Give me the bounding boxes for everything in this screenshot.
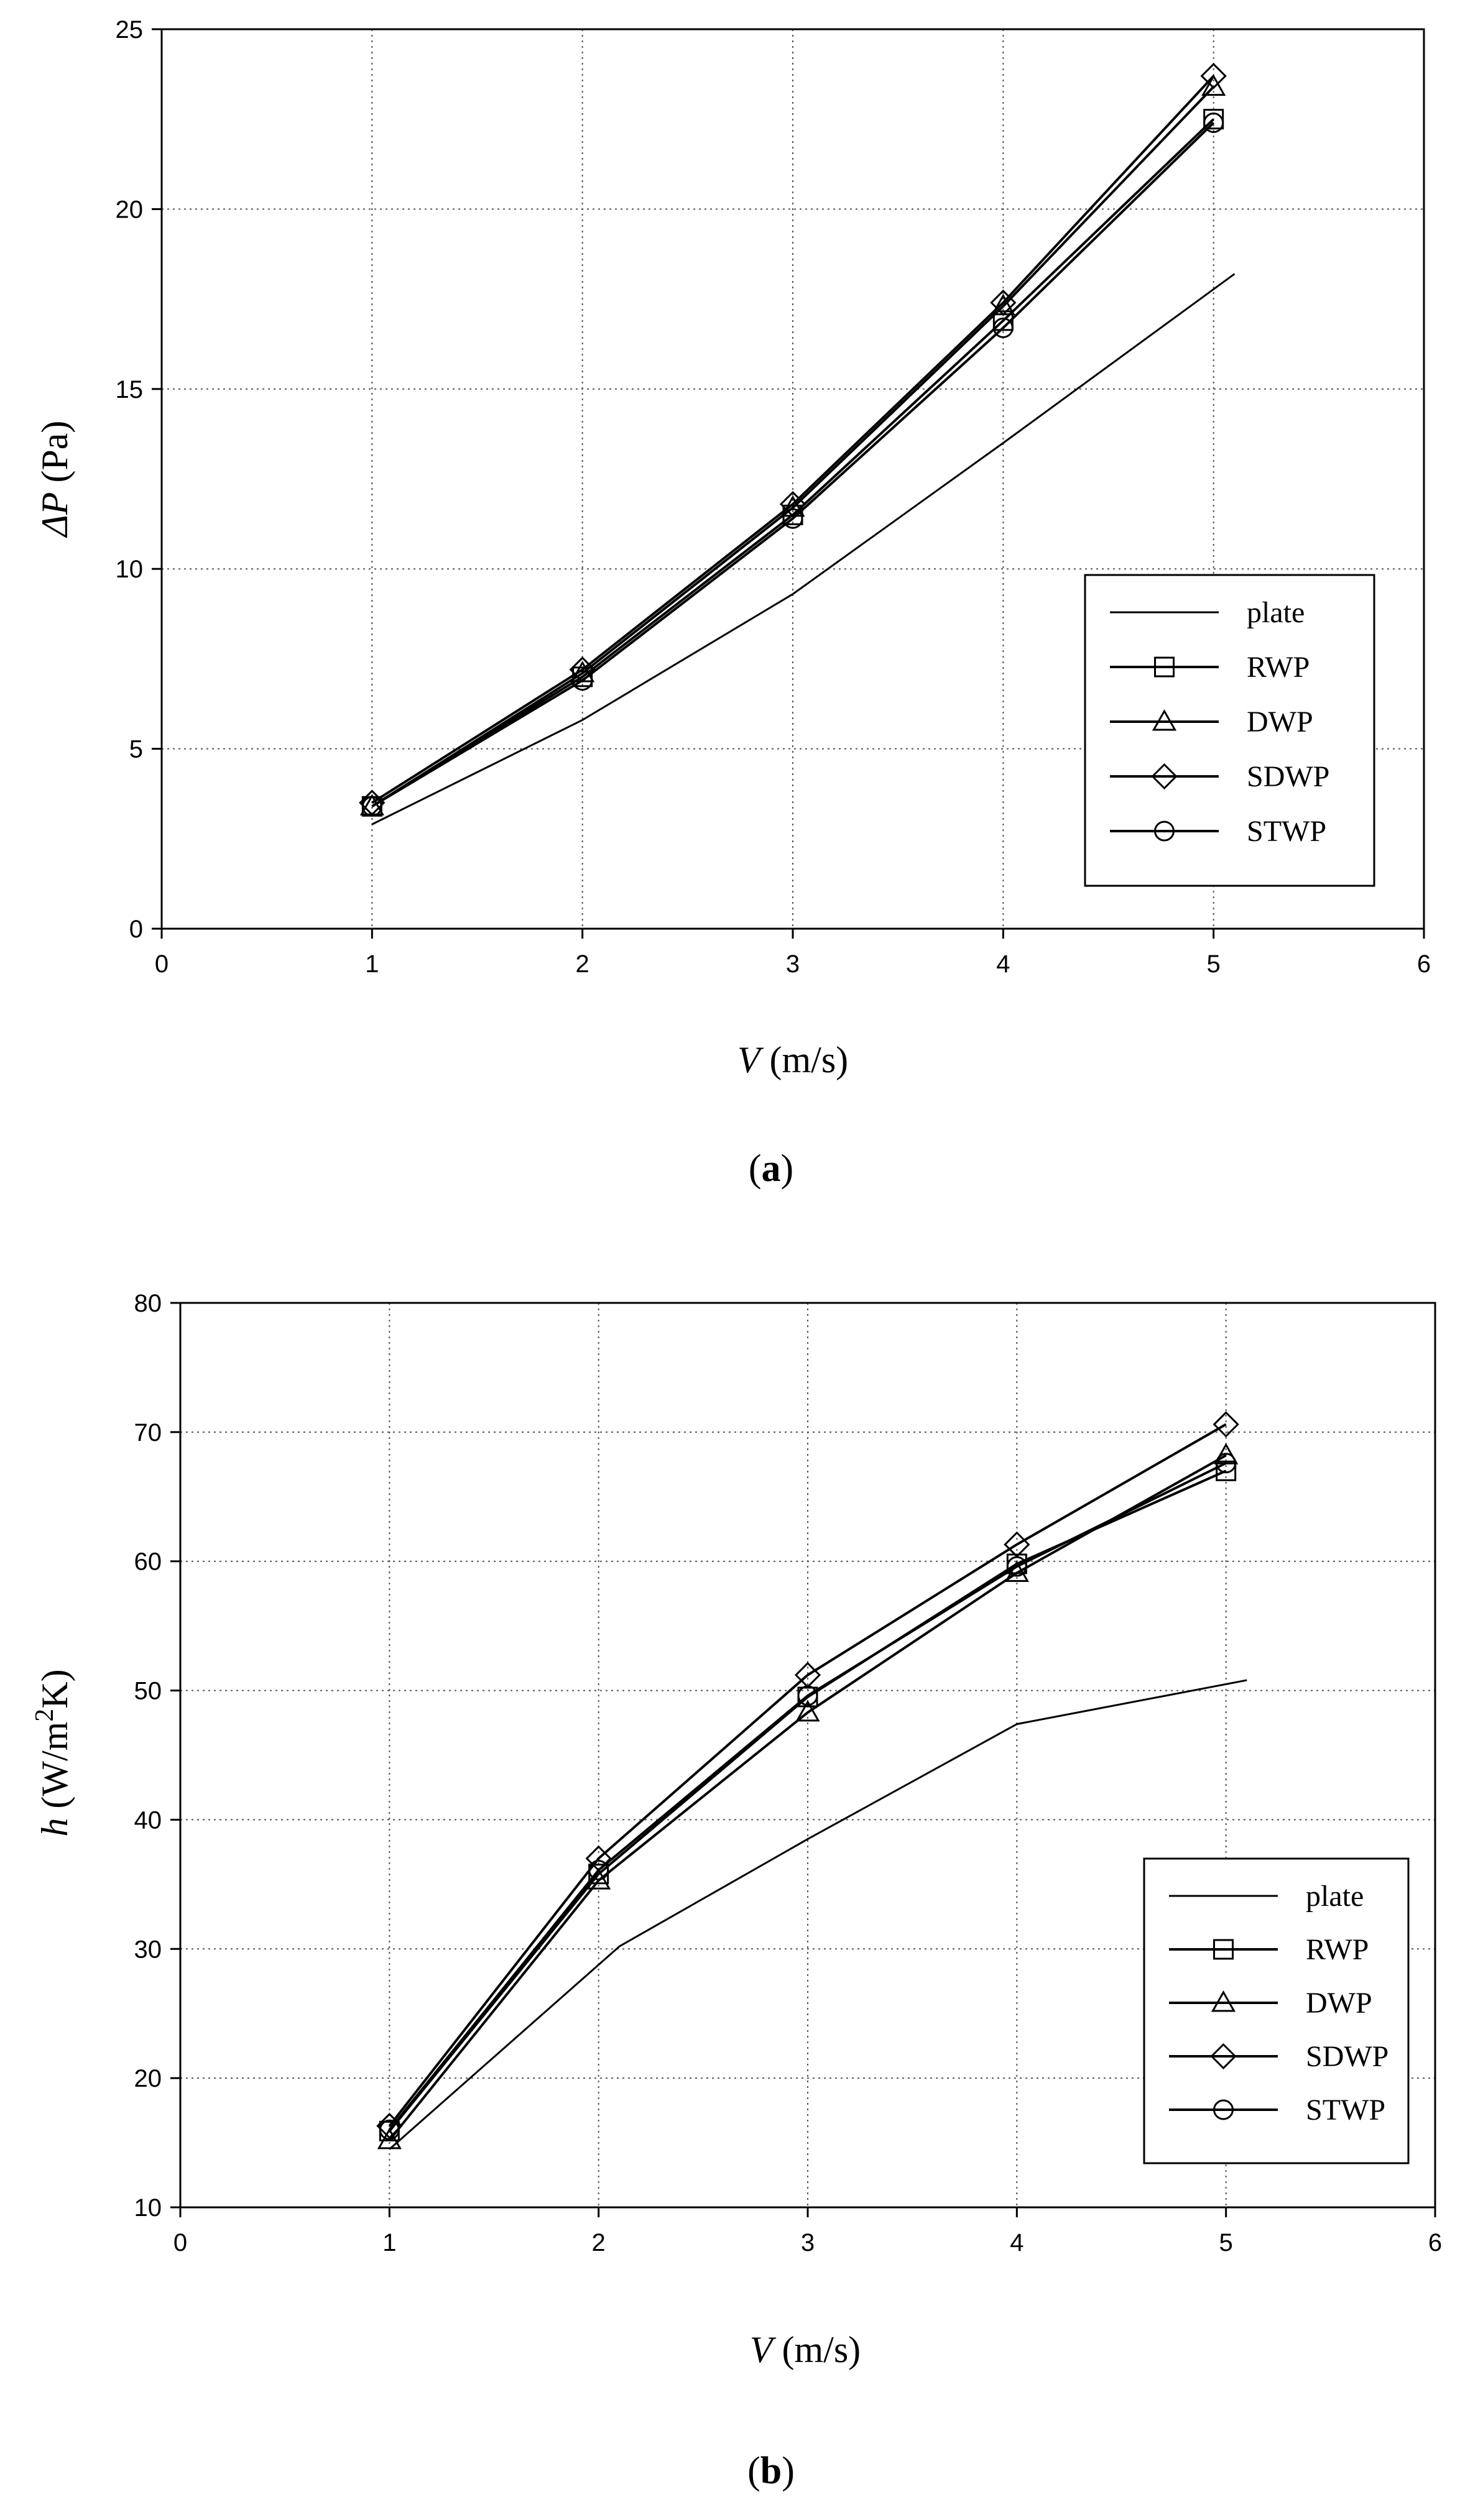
series-line-stwp bbox=[388, 1461, 1227, 2131]
legend-label-sdwp: SDWP bbox=[1247, 760, 1329, 793]
data-point-rwp bbox=[1216, 1460, 1237, 1481]
panel-a-x-axis-label: V (m/s) bbox=[737, 1039, 848, 1080]
y-tick-label: 40 bbox=[134, 1806, 162, 1834]
panel-b-series bbox=[376, 1411, 1247, 2150]
data-point-stwp bbox=[379, 2119, 400, 2140]
legend-label-dwp: DWP bbox=[1306, 1987, 1372, 2020]
series-line-plate bbox=[371, 273, 1236, 825]
series-line-sdwp bbox=[388, 1423, 1227, 2127]
legend-label-stwp: STWP bbox=[1306, 2094, 1385, 2127]
data-point-sdwp bbox=[779, 490, 806, 518]
y-tick-label: 5 bbox=[129, 736, 143, 763]
y-tick-label: 10 bbox=[134, 2194, 162, 2222]
panel-a-caption: (a) bbox=[749, 1147, 793, 1190]
series-line-dwp bbox=[388, 1454, 1227, 2141]
data-point-sdwp bbox=[990, 289, 1017, 316]
panel-a-ticks: 0 1 2 3 4 5 6 0 5 10 15 20 25 bbox=[116, 16, 1431, 978]
x-tick-label: 0 bbox=[155, 950, 169, 978]
y-tick-label: 20 bbox=[134, 2065, 162, 2092]
legend-marker-stwp bbox=[1154, 821, 1175, 842]
panel-b-grid bbox=[180, 1303, 1435, 2207]
panel-a: 0 1 2 3 4 5 6 0 5 10 15 20 25 plate RWP DWP SDWP STWP V … bbox=[34, 16, 1431, 1190]
data-point-dwp bbox=[1004, 1560, 1029, 1582]
panel-b: 0 1 2 3 4 5 6 10 20 30 40 50 60 70 80 plate RWP DWP SDWP S… bbox=[30, 1290, 1442, 2492]
y-tick-label: 10 bbox=[116, 556, 144, 583]
panel-b-ticks: 0 1 2 3 4 5 6 10 20 30 40 50 60 70 80 bbox=[134, 1290, 1443, 2256]
y-tick-label: 25 bbox=[116, 16, 144, 44]
data-point-dwp bbox=[377, 2127, 402, 2150]
data-point-stwp bbox=[797, 1685, 818, 1706]
data-point-stwp bbox=[572, 670, 593, 691]
data-point-sdwp bbox=[359, 789, 386, 816]
panel-b-y-axis-label: h (W/m2K) bbox=[30, 1669, 75, 1836]
legend-marker-dwp bbox=[1211, 1990, 1236, 2012]
panel-a-legend: plate RWP DWP SDWP STWP bbox=[1084, 574, 1375, 887]
data-point-rwp bbox=[992, 310, 1014, 331]
legend-box bbox=[1084, 574, 1375, 887]
data-point-stwp bbox=[782, 508, 803, 529]
legend-marker-rwp bbox=[1213, 1939, 1234, 1960]
data-point-dwp bbox=[586, 1868, 611, 1890]
y-tick-label: 30 bbox=[134, 1936, 162, 1963]
x-tick-label: 5 bbox=[1219, 2229, 1233, 2256]
legend-box bbox=[1143, 1857, 1410, 2164]
panel-a-series bbox=[359, 63, 1236, 825]
y-tick-label: 60 bbox=[134, 1548, 162, 1576]
y-tick-label: 50 bbox=[134, 1678, 162, 1705]
data-point-dwp bbox=[1201, 74, 1226, 96]
x-tick-label: 2 bbox=[576, 950, 589, 978]
data-point-stwp bbox=[588, 1859, 609, 1880]
x-tick-label: 6 bbox=[1428, 2229, 1442, 2256]
series-line-sdwp bbox=[371, 75, 1215, 804]
data-point-stwp bbox=[1216, 1453, 1237, 1474]
legend-label-stwp: STWP bbox=[1247, 815, 1326, 848]
data-point-stwp bbox=[1006, 1556, 1027, 1577]
y-tick-label: 20 bbox=[116, 196, 144, 223]
data-point-stwp bbox=[361, 796, 382, 817]
x-tick-label: 3 bbox=[786, 950, 800, 978]
legend-marker-stwp bbox=[1213, 2099, 1234, 2120]
x-tick-label: 1 bbox=[382, 2229, 396, 2256]
data-point-dwp bbox=[795, 1699, 820, 1722]
legend-label-rwp: RWP bbox=[1247, 651, 1310, 684]
x-tick-label: 4 bbox=[1010, 2229, 1023, 2256]
x-tick-label: 1 bbox=[365, 950, 379, 978]
panel-b-x-axis-label: V (m/s) bbox=[750, 2329, 861, 2370]
y-tick-label: 15 bbox=[116, 376, 144, 403]
legend-marker-rwp bbox=[1154, 656, 1175, 678]
data-point-sdwp bbox=[1213, 1411, 1239, 1438]
y-tick-label: 0 bbox=[129, 916, 143, 943]
data-point-sdwp bbox=[1200, 63, 1227, 90]
x-tick-label: 4 bbox=[996, 950, 1010, 978]
legend-marker-sdwp bbox=[1210, 2043, 1237, 2070]
x-tick-label: 6 bbox=[1417, 950, 1431, 978]
legend-marker-sdwp bbox=[1151, 763, 1178, 790]
panel-b-caption: (b) bbox=[747, 2450, 795, 2492]
data-point-stwp bbox=[992, 317, 1014, 338]
legend-label-sdwp: SDWP bbox=[1306, 2040, 1388, 2073]
legend-label-plate: plate bbox=[1247, 596, 1305, 629]
series-line-stwp bbox=[371, 122, 1215, 807]
legend-label-rwp: RWP bbox=[1306, 1933, 1369, 1966]
y-tick-label: 70 bbox=[134, 1419, 162, 1446]
series-line-dwp bbox=[371, 86, 1215, 807]
series-line-plate bbox=[389, 1679, 1247, 2150]
legend-label-plate: plate bbox=[1306, 1880, 1364, 1913]
x-tick-label: 5 bbox=[1207, 950, 1221, 978]
x-tick-label: 2 bbox=[592, 2229, 606, 2256]
legend-label-dwp: DWP bbox=[1247, 706, 1313, 738]
y-tick-label: 80 bbox=[134, 1290, 162, 1317]
legend-marker-dwp bbox=[1152, 709, 1177, 731]
x-tick-label: 3 bbox=[801, 2229, 815, 2256]
panel-b-legend: plate RWP DWP SDWP STWP bbox=[1143, 1857, 1410, 2164]
data-point-stwp bbox=[1203, 112, 1224, 133]
x-tick-label: 0 bbox=[173, 2229, 187, 2256]
panel-a-y-axis-label: ΔP (Pa) bbox=[34, 421, 75, 538]
